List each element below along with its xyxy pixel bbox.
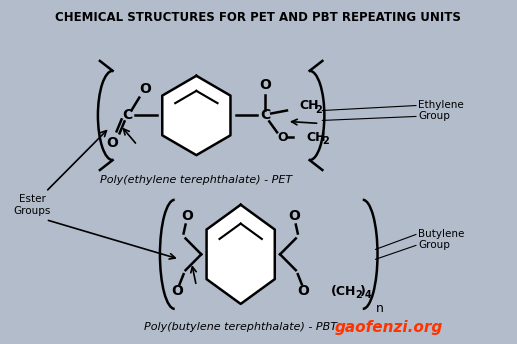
Text: O: O	[139, 82, 151, 96]
Text: O: O	[278, 131, 288, 144]
Text: O: O	[298, 284, 310, 298]
Text: O: O	[260, 78, 271, 92]
Text: CH: CH	[307, 131, 326, 144]
Text: gaofenzi.org: gaofenzi.org	[334, 320, 443, 335]
Text: 4: 4	[364, 290, 372, 300]
Text: O: O	[172, 284, 184, 298]
Text: 2: 2	[323, 136, 329, 146]
Polygon shape	[162, 76, 231, 155]
Text: O: O	[181, 209, 193, 223]
Text: CH: CH	[300, 99, 319, 112]
Text: 2: 2	[315, 105, 322, 115]
Text: Poly(ethylene terephthalate) - PET: Poly(ethylene terephthalate) - PET	[100, 175, 293, 185]
Text: O: O	[107, 136, 118, 150]
Text: Ester
Groups: Ester Groups	[13, 194, 51, 216]
Text: n: n	[375, 302, 384, 315]
Text: 2: 2	[355, 290, 361, 300]
Text: Poly(butylene terephthalate) - PBT: Poly(butylene terephthalate) - PBT	[144, 322, 337, 332]
Text: Ethylene
Group: Ethylene Group	[418, 100, 464, 121]
Polygon shape	[207, 205, 275, 304]
Text: (CH: (CH	[331, 284, 357, 298]
Text: O: O	[288, 209, 300, 223]
Text: ): )	[360, 284, 366, 298]
Text: C: C	[123, 108, 132, 122]
Text: CHEMICAL STRUCTURES FOR PET AND PBT REPEATING UNITS: CHEMICAL STRUCTURES FOR PET AND PBT REPE…	[55, 11, 461, 24]
Text: C: C	[260, 108, 270, 122]
Text: Butylene
Group: Butylene Group	[418, 229, 464, 250]
